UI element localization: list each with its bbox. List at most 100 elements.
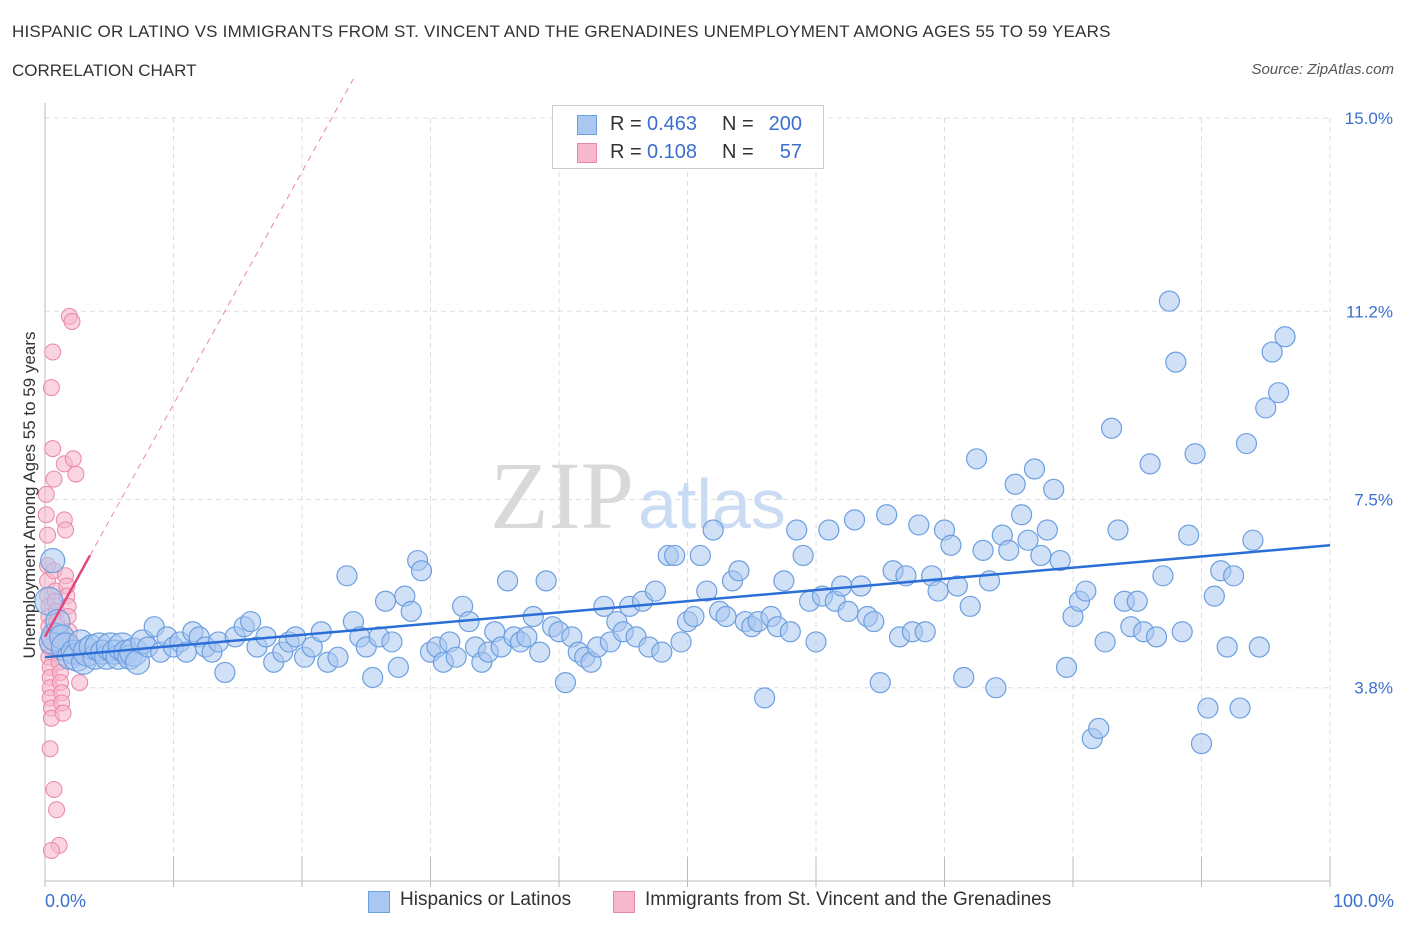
data-point-hispanic xyxy=(1178,524,1200,546)
n-label: N = xyxy=(722,141,754,163)
data-point-hispanic xyxy=(516,626,538,648)
data-point-immigrant xyxy=(48,801,66,819)
data-point-immigrant xyxy=(42,379,60,397)
data-point-immigrant xyxy=(37,485,55,503)
n-value: 200 xyxy=(768,113,802,135)
data-point-hispanic xyxy=(240,610,262,633)
data-point-hispanic xyxy=(644,580,666,602)
data-point-hispanic xyxy=(1088,717,1110,740)
data-point-hispanic xyxy=(1107,519,1129,541)
data-point-hispanic xyxy=(1165,351,1187,373)
data-point-hispanic xyxy=(554,672,577,694)
data-point-immigrant xyxy=(63,312,81,330)
watermark: ZIP atlas xyxy=(490,442,786,549)
data-point-hispanic xyxy=(1023,458,1046,480)
data-point-hispanic xyxy=(1043,478,1065,500)
data-point-immigrant xyxy=(44,440,62,458)
data-point-hispanic xyxy=(1274,326,1296,348)
n-label: N = xyxy=(722,113,754,135)
legend-label-hispanics: Hispanics or Latinos xyxy=(400,889,572,910)
trend-line-immigrant-extension xyxy=(89,78,354,556)
data-point-hispanic xyxy=(1248,636,1270,658)
data-point-hispanic xyxy=(497,570,519,592)
data-point-hispanic xyxy=(696,580,718,602)
data-point-hispanic xyxy=(40,547,66,574)
trend-line-immigrant xyxy=(43,554,92,638)
data-point-immigrant xyxy=(41,740,59,758)
data-point-immigrant xyxy=(45,780,63,798)
data-point-hispanic xyxy=(1145,626,1168,648)
data-point-hispanic xyxy=(753,687,776,709)
data-point-immigrant xyxy=(37,506,55,524)
data-point-hispanic xyxy=(529,641,551,663)
data-point-hispanic xyxy=(1216,636,1238,658)
data-point-hispanic xyxy=(818,519,840,541)
data-point-hispanic xyxy=(689,544,711,567)
data-point-hispanic xyxy=(786,519,808,541)
r-value: 0.463 xyxy=(647,113,698,135)
data-point-hispanic xyxy=(387,656,409,678)
data-point-immigrant xyxy=(57,521,75,539)
data-point-hispanic xyxy=(1190,733,1213,755)
data-point-hispanic xyxy=(940,534,962,556)
data-point-hispanic xyxy=(327,646,349,668)
data-point-hispanic xyxy=(702,519,724,541)
data-point-hispanic xyxy=(728,560,750,582)
data-point-hispanic xyxy=(651,641,673,663)
data-point-immigrant xyxy=(64,450,82,468)
data-point-hispanic xyxy=(1139,453,1161,475)
data-point-hispanic xyxy=(1152,565,1174,587)
data-point-hispanic xyxy=(946,575,968,597)
data-point-immigrant xyxy=(54,704,72,722)
r-label: R = xyxy=(610,141,642,163)
data-point-hispanic xyxy=(1229,697,1251,719)
data-point-hispanic xyxy=(837,600,859,623)
data-point-hispanic xyxy=(1255,397,1277,419)
data-point-hispanic xyxy=(908,514,930,536)
source-credit: Source: ZipAtlas.com xyxy=(1251,61,1394,78)
data-point-hispanic xyxy=(214,661,236,684)
data-point-immigrant xyxy=(45,470,63,488)
y-tick-labels: 3.8% 7.5% 11.2% 15.0% xyxy=(1345,109,1393,698)
data-point-hispanic xyxy=(670,631,692,653)
data-point-hispanic xyxy=(593,595,615,617)
data-point-hispanic xyxy=(1171,621,1193,643)
data-point-hispanic xyxy=(683,605,705,628)
watermark-zip: ZIP xyxy=(490,442,634,549)
chart-subtitle: CORRELATION CHART xyxy=(12,61,197,80)
data-point-immigrant xyxy=(42,841,60,859)
data-point-hispanic xyxy=(1094,631,1116,653)
data-point-hispanic xyxy=(863,610,885,633)
data-point-hispanic xyxy=(381,631,403,653)
data-point-hispanic xyxy=(1030,544,1052,567)
data-point-hispanic xyxy=(1010,504,1033,526)
data-point-hispanic xyxy=(1158,290,1180,312)
data-point-hispanic xyxy=(445,646,467,668)
data-point-hispanic xyxy=(1055,656,1078,678)
pink-swatch xyxy=(613,891,635,913)
data-point-immigrant xyxy=(39,526,57,544)
data-point-hispanic xyxy=(1184,443,1206,465)
data-point-hispanic xyxy=(972,539,994,561)
data-point-hispanic xyxy=(374,590,397,612)
data-point-hispanic xyxy=(1036,519,1058,541)
chart-title: HISPANIC OR LATINO VS IMMIGRANTS FROM ST… xyxy=(12,22,1111,41)
y-axis-title: Unemployment Among Ages 55 to 59 years xyxy=(20,331,39,659)
data-point-hispanic xyxy=(1075,580,1097,602)
data-point-hispanic xyxy=(927,580,949,602)
data-point-hispanic xyxy=(953,666,975,689)
data-point-hispanic xyxy=(664,544,686,567)
x-tick-min: 0.0% xyxy=(45,891,87,911)
data-point-hispanic xyxy=(876,504,898,526)
trend-line-hispanic xyxy=(44,544,1331,659)
data-point-hispanic xyxy=(400,600,422,623)
data-point-hispanic xyxy=(1261,341,1283,363)
data-point-hispanic xyxy=(1203,585,1225,607)
data-point-hispanic xyxy=(336,565,358,587)
data-point-hispanic xyxy=(1242,529,1264,551)
y-tick-label: 7.5% xyxy=(1354,491,1393,510)
data-point-hispanic xyxy=(1100,417,1123,439)
data-point-hispanic xyxy=(914,621,936,643)
data-point-hispanic xyxy=(773,570,795,592)
